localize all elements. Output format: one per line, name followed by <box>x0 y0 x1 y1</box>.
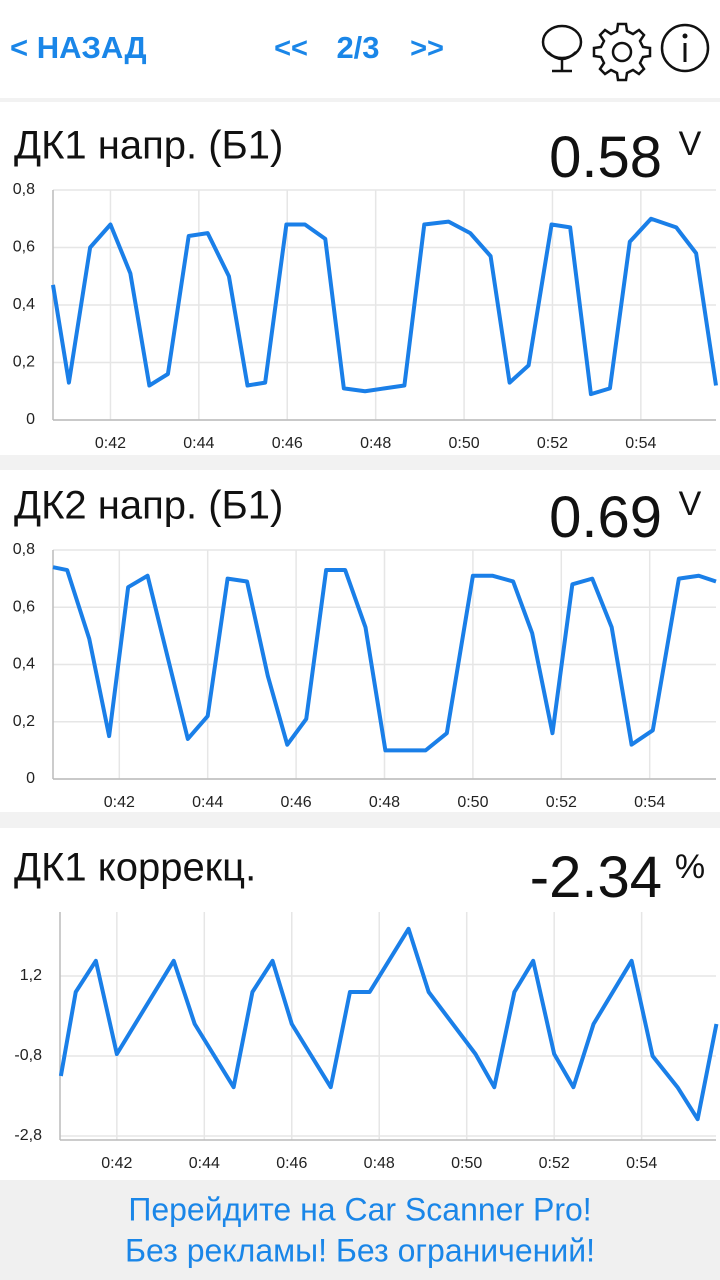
panel <box>0 102 720 455</box>
x-tick-label: 0:54 <box>626 1155 657 1172</box>
footer-bar <box>0 1180 720 1280</box>
header-bar <box>0 0 720 98</box>
promo-line[interactable]: Перейдите на Car Scanner Pro! <box>128 1191 591 1227</box>
x-tick-label: 0:48 <box>364 1155 395 1172</box>
unit: V <box>679 125 702 163</box>
voice-icon[interactable] <box>541 24 583 73</box>
y-tick-label: 0,6 <box>13 239 35 256</box>
prev-button[interactable]: << <box>274 33 308 65</box>
data-line <box>58 926 719 1122</box>
current-value: 0.69 <box>549 485 662 550</box>
next-button[interactable]: >> <box>410 33 444 65</box>
current-value: -2.34 <box>530 845 662 910</box>
x-tick-label: 0:54 <box>625 435 656 452</box>
x-tick-label: 0:48 <box>369 794 400 811</box>
x-tick-label: 0:50 <box>457 794 488 811</box>
y-tick-label: 1,2 <box>20 967 42 984</box>
y-tick-label: -2,8 <box>14 1127 42 1144</box>
y-tick-label: -0,8 <box>14 1047 42 1064</box>
x-tick-label: 0:54 <box>634 794 665 811</box>
y-tick-label: 0,2 <box>13 354 35 371</box>
x-tick-label: 0:52 <box>537 435 568 452</box>
current-value: 0.58 <box>549 125 662 190</box>
x-tick-label: 0:46 <box>272 435 303 452</box>
settings-icon[interactable] <box>592 22 652 82</box>
panel <box>0 828 720 1180</box>
unit: % <box>675 848 705 886</box>
y-tick-label: 0,6 <box>13 598 35 615</box>
x-tick-label: 0:44 <box>183 435 214 452</box>
x-tick-label: 0:46 <box>281 794 312 811</box>
data-line <box>51 216 718 397</box>
unit: V <box>679 485 702 523</box>
x-tick-label: 0:50 <box>451 1155 482 1172</box>
y-tick-label: 0,4 <box>13 656 35 673</box>
info-icon[interactable] <box>660 23 710 73</box>
data-line <box>52 565 717 753</box>
x-tick-label: 0:42 <box>95 435 126 452</box>
x-tick-label: 0:52 <box>539 1155 570 1172</box>
x-tick-label: 0:44 <box>189 1155 220 1172</box>
y-tick-label: 0,4 <box>13 296 35 313</box>
y-tick-label: 0,2 <box>13 713 35 730</box>
x-tick-label: 0:44 <box>192 794 223 811</box>
x-tick-label: 0:48 <box>360 435 391 452</box>
page-indicator: 2/3 <box>336 30 379 65</box>
y-tick-label: 0,8 <box>13 541 35 558</box>
panel-title: ДК2 напр. (Б1) <box>14 484 283 528</box>
promo-line[interactable]: Без рекламы! Без ограничений! <box>125 1232 595 1268</box>
x-tick-label: 0:42 <box>104 794 135 811</box>
x-tick-label: 0:50 <box>448 435 479 452</box>
x-tick-label: 0:52 <box>546 794 577 811</box>
y-tick-label: 0 <box>26 770 35 787</box>
panel-title: ДК1 напр. (Б1) <box>14 124 283 168</box>
back-button[interactable]: < НАЗАД <box>10 30 147 65</box>
panel-title: ДК1 коррекц. <box>14 846 256 890</box>
x-tick-label: 0:42 <box>101 1155 132 1172</box>
y-tick-label: 0 <box>26 411 35 428</box>
x-tick-label: 0:46 <box>276 1155 307 1172</box>
y-tick-label: 0,8 <box>13 181 35 198</box>
